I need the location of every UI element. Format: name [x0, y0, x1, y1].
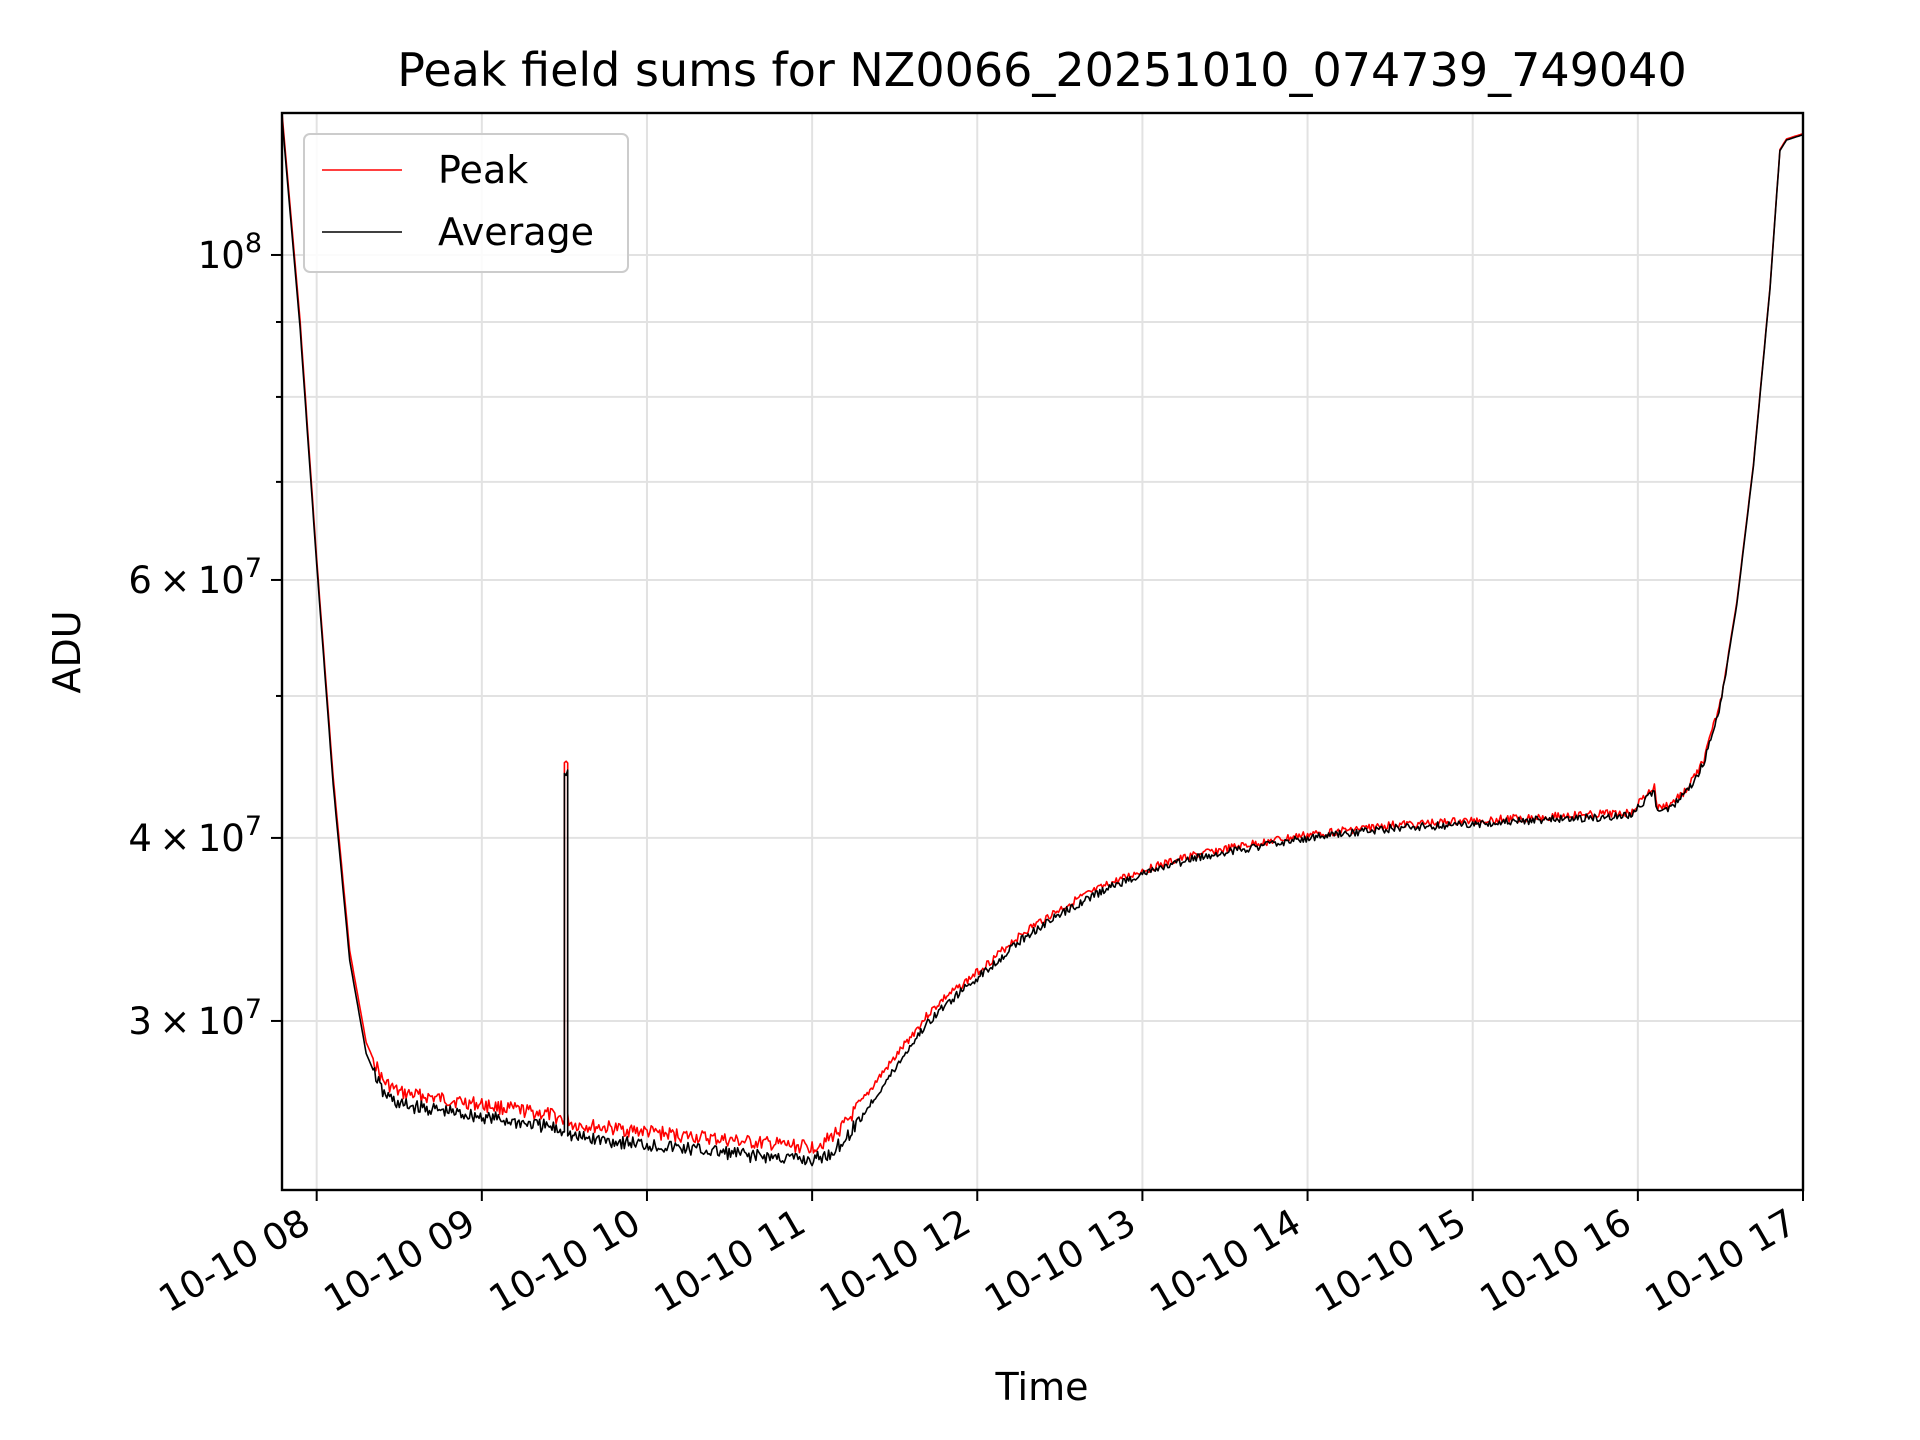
x-axis: 10-10 08 10-10 09 10-10 10 10-10 11 10-10 12…: [152, 1190, 1804, 1321]
x-tick-label: 10-10 09: [317, 1201, 483, 1321]
series-line-average: [281, 118, 1804, 1167]
chart-title: Peak field sums for NZ0066_20251010_0747…: [397, 43, 1686, 97]
y-tick-label: 3 × 107: [128, 994, 262, 1043]
legend-box: [303, 133, 629, 273]
x-tick-label: 10-10 12: [812, 1201, 978, 1321]
legend: Peak Average: [303, 133, 629, 273]
x-tick-label: 10-10 13: [977, 1201, 1143, 1321]
grid: [282, 113, 1804, 1190]
x-tick-label: 10-10 10: [482, 1201, 648, 1321]
legend-label-average: Average: [438, 210, 594, 254]
x-axis-label: Time: [995, 1365, 1089, 1409]
x-tick-label: 10-10 11: [647, 1201, 813, 1321]
x-tick-label: 10-10 08: [152, 1201, 318, 1321]
series-area: [281, 112, 1804, 1167]
plot-frame: [280, 111, 1805, 1192]
x-tick-label: 10-10 16: [1473, 1201, 1639, 1321]
y-axis: 3 × 107 4 × 107 6 × 107 108: [128, 228, 282, 1043]
x-tick-label: 10-10 15: [1308, 1201, 1474, 1321]
x-tick-label: 10-10 14: [1142, 1201, 1308, 1321]
legend-label-peak: Peak: [438, 148, 528, 192]
y-tick-label: 6 × 107: [128, 553, 262, 602]
y-tick-label: 108: [198, 228, 262, 277]
x-tick-label: 10-10 17: [1638, 1201, 1804, 1321]
y-axis-label: ADU: [45, 610, 89, 693]
y-tick-label: 4 × 107: [128, 811, 262, 860]
